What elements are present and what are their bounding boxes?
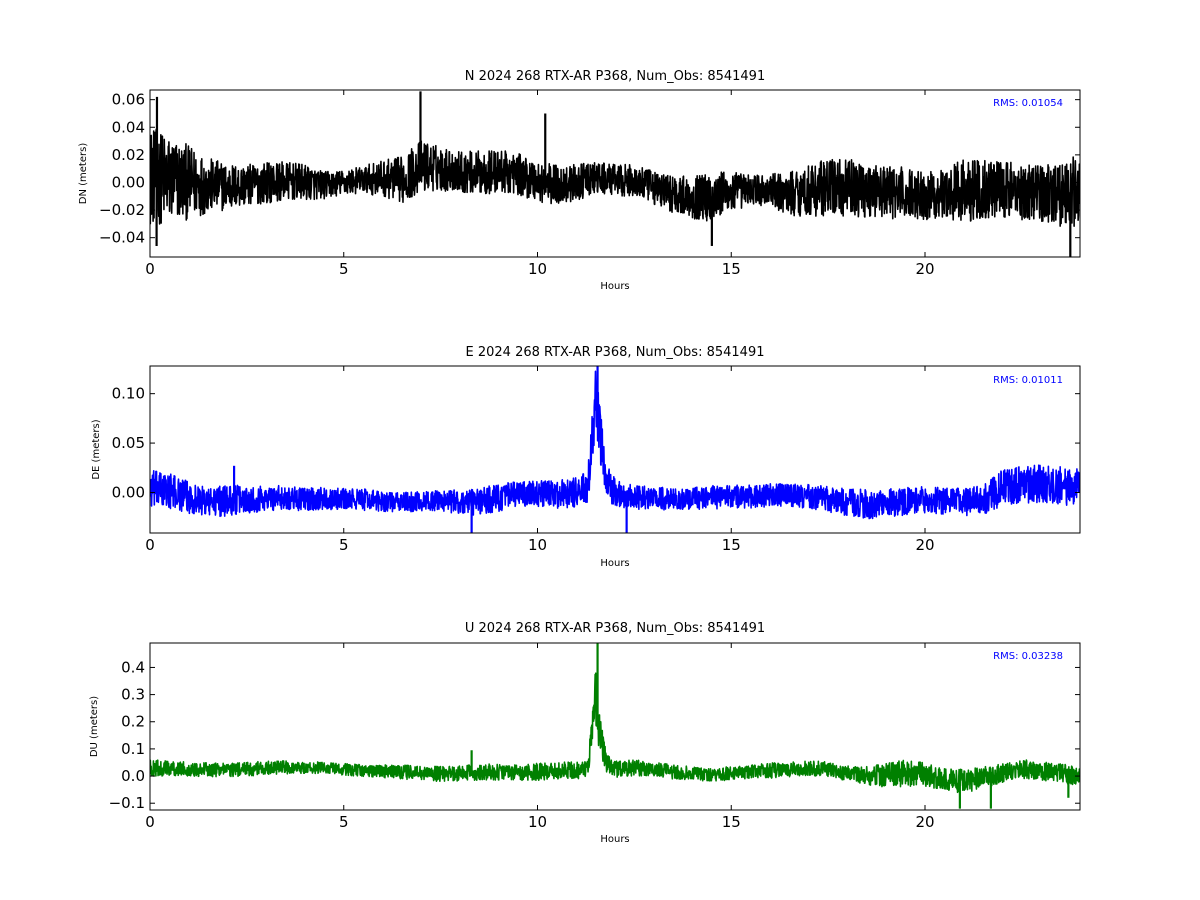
y-tick-label: 0.04: [112, 118, 145, 136]
chart-title: U 2024 268 RTX-AR P368, Num_Obs: 8541491: [465, 621, 765, 636]
chart-title: N 2024 268 RTX-AR P368, Num_Obs: 8541491: [465, 69, 765, 84]
y-tick-label: 0.06: [112, 91, 145, 109]
series-line: [150, 128, 1080, 227]
chart-title: E 2024 268 RTX-AR P368, Num_Obs: 8541491: [466, 345, 765, 360]
rms-annotation: RMS: 0.01011: [993, 375, 1063, 386]
x-tick-label: 0: [145, 536, 155, 554]
x-tick-label: 10: [528, 536, 547, 554]
y-tick-label: 0.2: [121, 713, 145, 731]
axes-frame: [149, 365, 1081, 534]
x-tick-label: 15: [722, 813, 741, 831]
subplot-north: N 2024 268 RTX-AR P368, Num_Obs: 8541491…: [78, 69, 1081, 292]
x-tick-label: 0: [145, 813, 155, 831]
x-tick-label: 5: [339, 813, 349, 831]
x-tick-label: 5: [339, 260, 349, 278]
y-tick-label: 0.02: [112, 146, 145, 164]
x-tick-label: 20: [915, 260, 934, 278]
y-axis-label: DN (meters): [78, 143, 89, 205]
y-tick-label: 0.10: [112, 385, 145, 403]
plot-area: 0 5 10 15 20 −0.04 −0.02 0.00 0.02 0.04 0.06: [99, 89, 1081, 278]
plot-area: 0 5 10 15 20 −0.1 0.0 0.1 0.2 0.3 0.4: [109, 642, 1081, 831]
x-axis-label: Hours: [600, 558, 629, 569]
x-tick-label: 15: [722, 536, 741, 554]
y-tick-label: −0.1: [109, 794, 145, 812]
y-tick-label: 0.4: [121, 658, 145, 676]
subplot-up: U 2024 268 RTX-AR P368, Num_Obs: 8541491…: [89, 621, 1081, 845]
x-tick-label: 5: [339, 536, 349, 554]
y-tick-label: 0.1: [121, 740, 145, 758]
x-tick-label: 15: [722, 260, 741, 278]
rms-annotation: RMS: 0.03238: [993, 651, 1063, 662]
rms-annotation: RMS: 0.01054: [993, 98, 1063, 109]
x-tick-label: 20: [915, 813, 934, 831]
y-tick-label: 0.3: [121, 686, 145, 704]
series-line: [150, 672, 1080, 794]
y-tick-label: 0.05: [112, 434, 145, 452]
x-axis-label: Hours: [600, 281, 629, 292]
x-axis-label: Hours: [600, 834, 629, 845]
x-tick-label: 0: [145, 260, 155, 278]
x-tick-label: 10: [528, 813, 547, 831]
y-tick-label: 0.00: [112, 483, 145, 501]
y-axis-label: DU (meters): [89, 696, 100, 757]
y-tick-label: 0.0: [121, 767, 145, 785]
series-line: [150, 370, 1080, 520]
axes-frame: [149, 642, 1081, 811]
plot-area: 0 5 10 15 20 0.00 0.05 0.10: [112, 365, 1081, 554]
axes-frame: [149, 89, 1081, 258]
y-tick-label: 0.00: [112, 173, 145, 191]
y-tick-label: −0.04: [99, 229, 145, 247]
y-axis-label: DE (meters): [91, 419, 102, 479]
y-tick-label: −0.02: [99, 201, 145, 219]
x-tick-label: 10: [528, 260, 547, 278]
subplot-east: E 2024 268 RTX-AR P368, Num_Obs: 8541491…: [91, 345, 1081, 569]
x-tick-label: 20: [915, 536, 934, 554]
